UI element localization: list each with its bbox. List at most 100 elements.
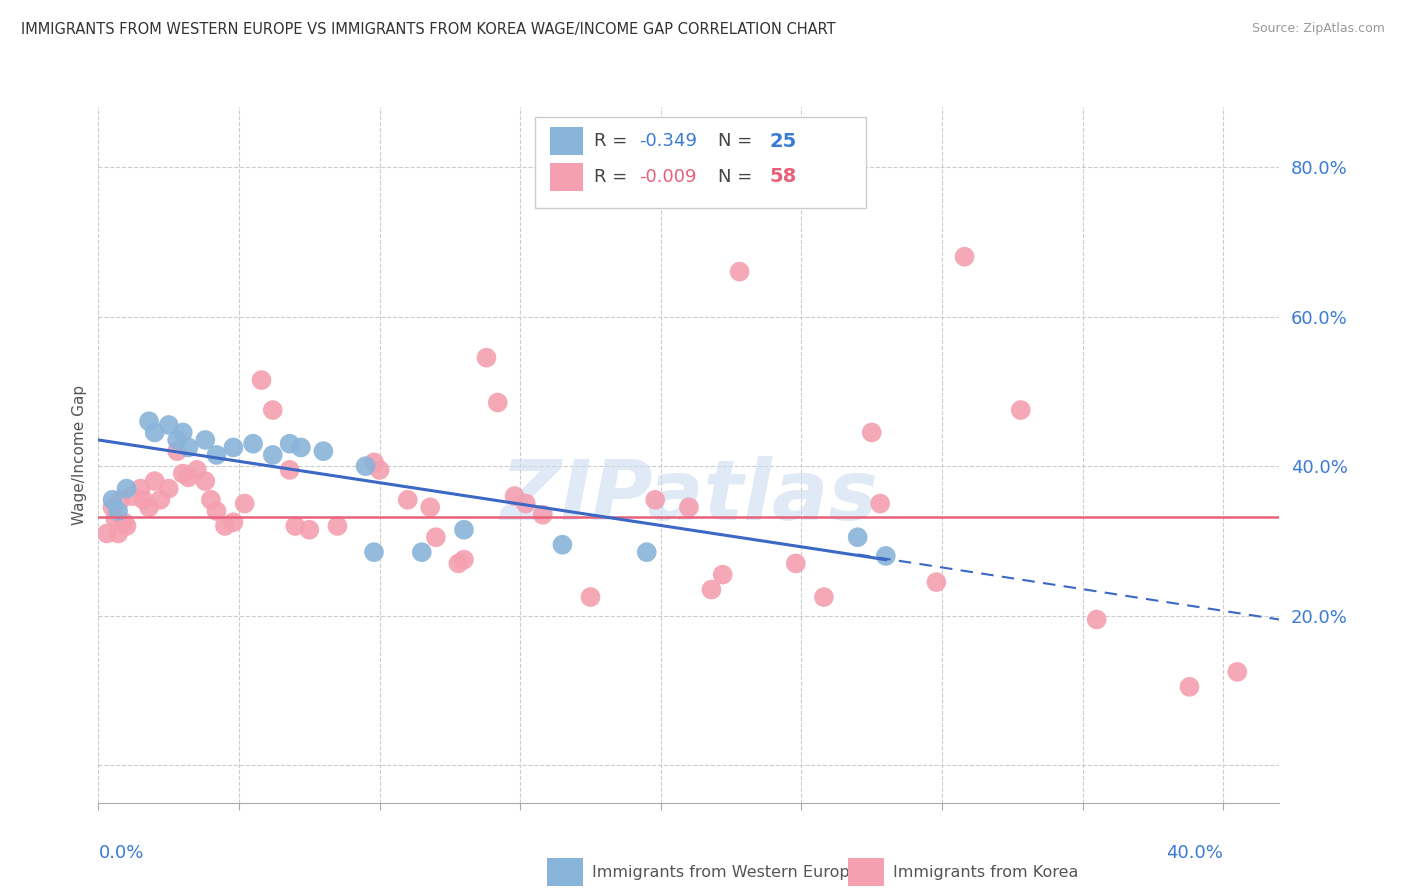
Point xyxy=(284,519,307,533)
Point xyxy=(172,425,194,440)
Point xyxy=(813,590,835,604)
Point xyxy=(233,497,256,511)
Point xyxy=(846,530,869,544)
Point xyxy=(860,425,883,440)
Point xyxy=(425,530,447,544)
Point xyxy=(785,557,807,571)
Point xyxy=(363,545,385,559)
Point xyxy=(644,492,666,507)
Text: -0.349: -0.349 xyxy=(640,132,697,150)
Point xyxy=(278,463,301,477)
Text: 25: 25 xyxy=(769,132,797,151)
Point xyxy=(222,441,245,455)
Text: Source: ZipAtlas.com: Source: ZipAtlas.com xyxy=(1251,22,1385,36)
Point xyxy=(121,489,143,503)
Point xyxy=(1010,403,1032,417)
Point xyxy=(186,463,208,477)
Text: R =: R = xyxy=(595,168,634,186)
Point xyxy=(107,526,129,541)
Point xyxy=(262,403,284,417)
Point xyxy=(368,463,391,477)
Point xyxy=(515,497,537,511)
Point xyxy=(143,474,166,488)
Point xyxy=(177,470,200,484)
Point xyxy=(326,519,349,533)
Point xyxy=(96,526,118,541)
Text: ZIPatlas: ZIPatlas xyxy=(501,456,877,537)
Point xyxy=(104,511,127,525)
Point xyxy=(298,523,321,537)
Point xyxy=(110,492,132,507)
Text: 58: 58 xyxy=(769,167,797,186)
Point xyxy=(157,482,180,496)
Text: N =: N = xyxy=(718,132,758,150)
Text: R =: R = xyxy=(595,132,634,150)
FancyBboxPatch shape xyxy=(536,118,866,208)
Point xyxy=(205,504,228,518)
Point xyxy=(101,492,124,507)
Point xyxy=(194,433,217,447)
Point xyxy=(551,538,574,552)
Point xyxy=(172,467,194,481)
Point xyxy=(711,567,734,582)
Point xyxy=(214,519,236,533)
Point xyxy=(869,497,891,511)
Point xyxy=(157,417,180,432)
Point xyxy=(875,549,897,563)
Point xyxy=(411,545,433,559)
Point xyxy=(278,436,301,450)
Point xyxy=(579,590,602,604)
Text: 40.0%: 40.0% xyxy=(1167,844,1223,862)
Point xyxy=(101,500,124,515)
Point xyxy=(636,545,658,559)
Point xyxy=(143,425,166,440)
Point xyxy=(447,557,470,571)
Point xyxy=(166,433,188,447)
Point xyxy=(115,519,138,533)
Point xyxy=(678,500,700,515)
Point xyxy=(1178,680,1201,694)
Point xyxy=(453,552,475,566)
Point xyxy=(503,489,526,503)
FancyBboxPatch shape xyxy=(848,858,884,887)
FancyBboxPatch shape xyxy=(547,858,582,887)
Point xyxy=(700,582,723,597)
Text: -0.009: -0.009 xyxy=(640,168,697,186)
Point xyxy=(138,414,160,428)
Point xyxy=(363,455,385,469)
Point xyxy=(222,515,245,529)
Point xyxy=(177,441,200,455)
Point xyxy=(250,373,273,387)
Point xyxy=(1085,613,1108,627)
Point xyxy=(1226,665,1249,679)
Point xyxy=(129,482,152,496)
Point xyxy=(531,508,554,522)
Point xyxy=(112,515,135,529)
Text: IMMIGRANTS FROM WESTERN EUROPE VS IMMIGRANTS FROM KOREA WAGE/INCOME GAP CORRELAT: IMMIGRANTS FROM WESTERN EUROPE VS IMMIGR… xyxy=(21,22,835,37)
Point xyxy=(453,523,475,537)
Point xyxy=(107,504,129,518)
FancyBboxPatch shape xyxy=(550,162,582,191)
Text: 0.0%: 0.0% xyxy=(98,844,143,862)
Point xyxy=(149,492,172,507)
Point xyxy=(953,250,976,264)
Point xyxy=(194,474,217,488)
Point xyxy=(115,482,138,496)
Point xyxy=(728,265,751,279)
Point xyxy=(419,500,441,515)
Text: Immigrants from Western Europe: Immigrants from Western Europe xyxy=(592,865,859,880)
Point xyxy=(312,444,335,458)
Point xyxy=(166,444,188,458)
Point xyxy=(262,448,284,462)
Point xyxy=(138,500,160,515)
Point xyxy=(396,492,419,507)
FancyBboxPatch shape xyxy=(550,128,582,155)
Point xyxy=(132,492,155,507)
Point xyxy=(205,448,228,462)
Text: N =: N = xyxy=(718,168,758,186)
Text: Immigrants from Korea: Immigrants from Korea xyxy=(893,865,1078,880)
Point xyxy=(200,492,222,507)
Point xyxy=(925,575,948,590)
Point xyxy=(242,436,264,450)
Point xyxy=(290,441,312,455)
